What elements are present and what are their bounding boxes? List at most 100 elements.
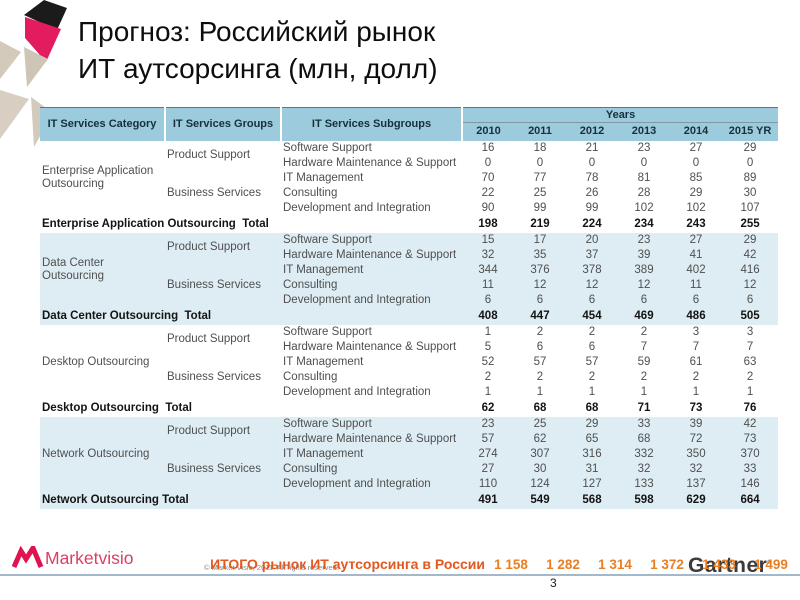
grand-total-row: ИТОГО рынок ИТ аутсорсинга в России 1 15… bbox=[40, 556, 797, 572]
grand-total-value: 1 314 bbox=[598, 556, 632, 572]
subgroup-cell: Development and Integration bbox=[283, 385, 431, 398]
table-row: Development and Integration 90 99 99 102 102 1… bbox=[40, 201, 778, 216]
value-cell: 31 bbox=[566, 461, 618, 477]
corner-triangles-decoration bbox=[0, 0, 80, 160]
value-cell: 42 bbox=[722, 416, 779, 432]
total-value-cell: 664 bbox=[722, 491, 779, 509]
value-cell: 12 bbox=[514, 277, 566, 293]
value-cell: 77 bbox=[533, 171, 547, 184]
value-cell: 17 bbox=[514, 232, 566, 248]
value-cell: 85 bbox=[689, 171, 703, 184]
total-value-cell: 469 bbox=[618, 307, 670, 325]
value-cell: 6 bbox=[722, 292, 779, 308]
value-cell: 127 bbox=[566, 476, 618, 492]
total-value-cell: 62 bbox=[481, 401, 495, 414]
value-cell: 52 bbox=[481, 355, 495, 368]
value-cell: 370 bbox=[722, 446, 779, 462]
value-cell: 2 bbox=[746, 370, 754, 383]
table-header: IT Services Category IT Services Groups … bbox=[40, 107, 779, 141]
table-row: Enterprise Application Outsourcing Produc… bbox=[40, 141, 778, 191]
value-cell: 42 bbox=[722, 247, 779, 263]
header-groups: IT Services Groups bbox=[164, 107, 281, 141]
value-cell: 15 bbox=[462, 232, 514, 248]
category-cell: Data Center Outsourcing bbox=[40, 232, 165, 308]
subgroup-cell: IT Management bbox=[283, 355, 364, 368]
value-cell: 57 bbox=[585, 355, 599, 368]
value-cell: 23 bbox=[637, 141, 651, 154]
value-cell: 62 bbox=[514, 431, 566, 447]
group-cell: Product Support bbox=[167, 333, 251, 345]
total-value-cell: 234 bbox=[634, 217, 654, 230]
table-row: Business Services IT Management 274 307 316 3… bbox=[40, 446, 779, 492]
table-row: Desktop Outsourcing Product Support Softwa… bbox=[40, 325, 778, 368]
subgroup-cell: IT Management bbox=[281, 446, 462, 462]
value-cell: 12 bbox=[618, 277, 670, 293]
header-year-2013: 2013 bbox=[618, 122, 670, 141]
value-cell: 1 bbox=[588, 385, 596, 398]
value-cell: 61 bbox=[689, 355, 703, 368]
value-cell: 37 bbox=[566, 247, 618, 263]
total-value-cell: 454 bbox=[566, 307, 618, 325]
subgroup-cell: Software Support bbox=[281, 232, 462, 248]
total-value-cell: 68 bbox=[585, 401, 599, 414]
value-cell: 2 bbox=[640, 325, 648, 338]
total-value-cell: 73 bbox=[689, 401, 703, 414]
value-cell: 35 bbox=[514, 247, 566, 263]
category-cell: Network Outsourcing bbox=[40, 416, 165, 492]
value-cell: 6 bbox=[462, 292, 514, 308]
value-cell: 0 bbox=[640, 156, 648, 169]
value-cell: 2 bbox=[692, 370, 700, 383]
header-category: IT Services Category bbox=[40, 107, 165, 141]
total-value-cell: 408 bbox=[462, 307, 514, 325]
marketvisio-label: Marketvisio bbox=[45, 548, 134, 568]
value-cell: 416 bbox=[722, 262, 779, 278]
value-cell: 30 bbox=[743, 186, 757, 199]
grand-total-value: 1 282 bbox=[546, 556, 580, 572]
value-cell: 7 bbox=[746, 340, 754, 353]
value-cell: 28 bbox=[637, 186, 651, 199]
value-cell: 344 bbox=[462, 262, 514, 278]
value-cell: 1 bbox=[692, 385, 700, 398]
value-cell: 6 bbox=[514, 292, 566, 308]
value-cell: 57 bbox=[533, 355, 547, 368]
table-row: Business Services IT Management 70 77 78 81 85… bbox=[40, 171, 778, 199]
value-cell: 59 bbox=[637, 355, 651, 368]
group-cell: Business Services bbox=[165, 446, 281, 492]
value-cell: 22 bbox=[481, 186, 495, 199]
forecast-table-wrap: IT Services Category IT Services Groups … bbox=[40, 107, 779, 509]
table-row: Consulting 2 2 2 2 2 2 bbox=[40, 370, 778, 385]
value-cell: 29 bbox=[689, 186, 703, 199]
value-cell: 1 bbox=[484, 385, 492, 398]
value-cell: 21 bbox=[585, 141, 599, 154]
total-value-cell: 68 bbox=[533, 401, 547, 414]
value-cell: 25 bbox=[533, 186, 547, 199]
value-cell: 0 bbox=[746, 156, 754, 169]
value-cell: 350 bbox=[670, 446, 722, 462]
header-year-2012: 2012 bbox=[566, 122, 618, 141]
value-cell: 27 bbox=[462, 461, 514, 477]
subgroup-cell: Software Support bbox=[283, 325, 372, 338]
value-cell: 20 bbox=[566, 232, 618, 248]
value-cell: 12 bbox=[722, 277, 779, 293]
value-cell: 0 bbox=[588, 156, 596, 169]
grand-total-value: 1 372 bbox=[650, 556, 684, 572]
header-year-2014: 2014 bbox=[670, 122, 722, 141]
subgroup-cell: Consulting bbox=[281, 461, 462, 477]
value-cell: 6 bbox=[566, 292, 618, 308]
table-row: Hardware Maintenance & Support 0 0 0 0 0 0 bbox=[40, 156, 778, 171]
value-cell: 25 bbox=[514, 416, 566, 432]
subgroup-cell: Development and Integration bbox=[281, 292, 462, 308]
value-cell: 0 bbox=[692, 156, 700, 169]
value-cell: 1 bbox=[640, 385, 648, 398]
value-cell: 29 bbox=[722, 232, 779, 248]
value-cell: 146 bbox=[722, 476, 779, 492]
value-cell: 33 bbox=[722, 461, 779, 477]
value-cell: 32 bbox=[670, 461, 722, 477]
value-cell: 6 bbox=[670, 292, 722, 308]
slide-title-line1: Прогноз: Российский рынок bbox=[78, 16, 436, 47]
value-cell: 89 bbox=[743, 171, 757, 184]
subgroup-cell: IT Management bbox=[283, 171, 364, 184]
value-cell: 3 bbox=[692, 325, 700, 338]
value-cell: 90 bbox=[481, 201, 495, 214]
